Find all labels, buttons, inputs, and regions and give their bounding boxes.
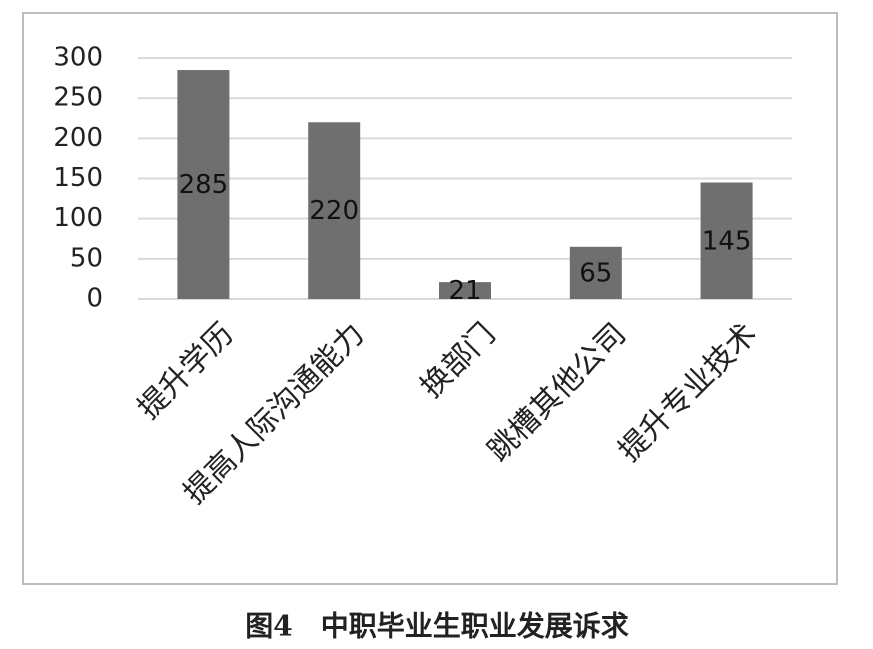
y-tick-label: 150 (53, 163, 103, 193)
data-label: 65 (579, 258, 612, 288)
y-tick-label: 100 (53, 203, 103, 233)
y-tick-label: 300 (53, 43, 103, 73)
y-tick-label: 50 (70, 243, 103, 273)
bar (569, 246, 622, 299)
chart-caption: 图4 中职毕业生职业发展诉求 (245, 610, 628, 643)
bar (700, 182, 753, 299)
bar (439, 282, 491, 299)
y-tick-label: 200 (53, 123, 103, 153)
data-label: 145 (702, 226, 752, 256)
y-tick-label: 0 (86, 284, 103, 314)
bar (308, 122, 361, 300)
y-tick-label: 250 (53, 83, 103, 113)
data-label: 285 (179, 170, 229, 200)
data-label: 220 (309, 196, 359, 226)
bar (177, 70, 230, 299)
data-label: 21 (448, 276, 481, 306)
